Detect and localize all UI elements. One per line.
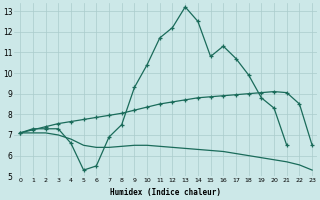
X-axis label: Humidex (Indice chaleur): Humidex (Indice chaleur) <box>110 188 221 197</box>
